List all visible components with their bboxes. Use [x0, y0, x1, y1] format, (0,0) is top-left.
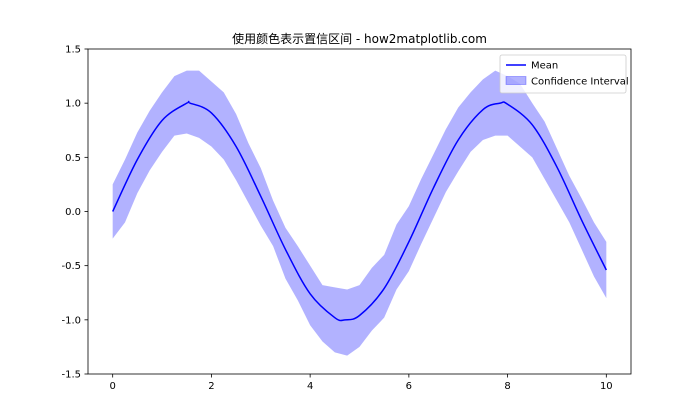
y-tick-label: 1.0	[65, 99, 81, 110]
y-tick-label: -1.0	[61, 315, 81, 326]
y-tick-label: 0.5	[65, 153, 81, 164]
x-tick-label: 8	[504, 381, 510, 392]
x-tick-label: 10	[600, 381, 613, 392]
legend-mean-label: Mean	[531, 61, 558, 72]
legend: Mean Confidence Interval	[499, 54, 629, 94]
legend-band-swatch	[505, 76, 527, 85]
y-tick-label: -1.5	[61, 370, 81, 381]
x-tick-label: 2	[208, 381, 214, 392]
confidence-band	[112, 70, 607, 356]
mean-line	[112, 100, 607, 322]
y-tick-label: -0.5	[61, 261, 81, 272]
x-tick-label: 0	[109, 381, 115, 392]
chart-title: 使用颜色表示置信区间 - how2matplotlib.com	[232, 31, 487, 46]
y-tick-label: 1.5	[65, 45, 81, 56]
x-tick-label: 6	[406, 381, 412, 392]
y-tick-label: 0.0	[65, 207, 81, 218]
plot-area: 0 2 4 6 8 10 -1.5 -1.0 -0.5 0.0 0.5 1.0 1.5	[61, 45, 632, 392]
legend-band-label: Confidence Interval	[531, 77, 629, 88]
x-tick-label: 4	[307, 381, 313, 392]
legend-box	[499, 54, 627, 94]
